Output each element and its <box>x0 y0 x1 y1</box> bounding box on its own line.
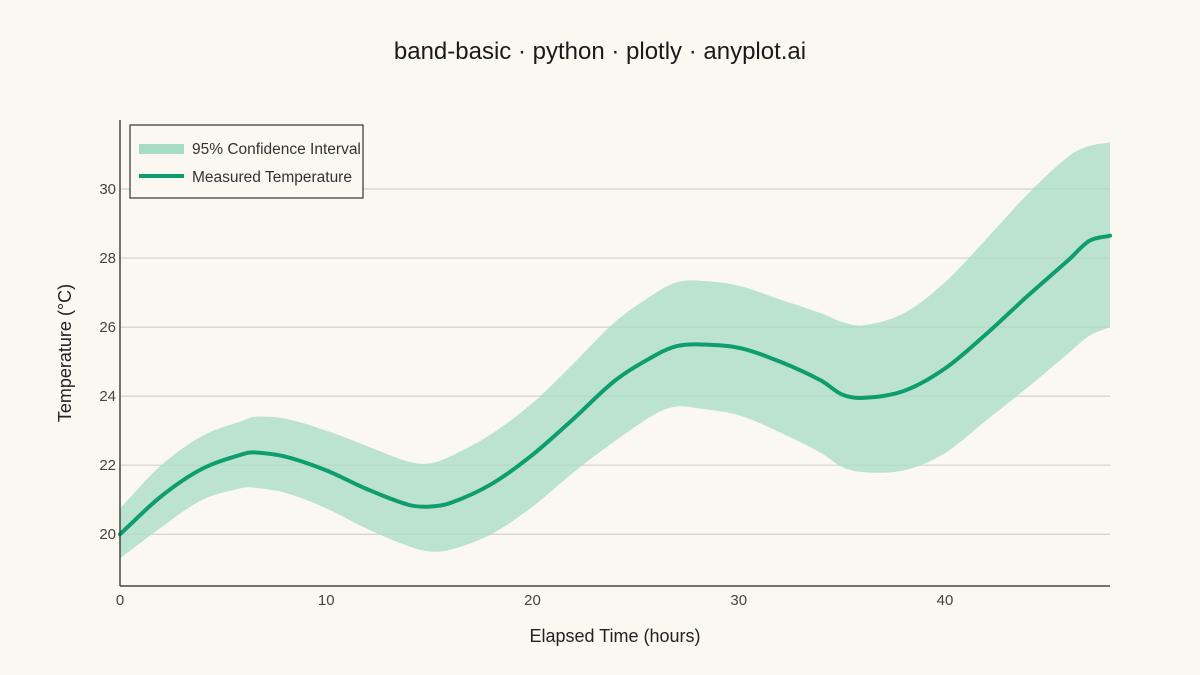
confidence-band-layer <box>120 142 1110 559</box>
axes <box>119 120 1110 587</box>
legend-line-label: Measured Temperature <box>192 169 352 186</box>
temperature-line <box>118 233 1112 537</box>
y-tick-label: 24 <box>99 388 116 405</box>
y-tick-label: 28 <box>99 250 116 267</box>
x-tick-label: 10 <box>318 592 335 609</box>
x-tick-label: 0 <box>116 592 124 609</box>
temperature-line-layer <box>118 233 1112 537</box>
y-axis-title: Temperature (°C) <box>55 284 75 422</box>
y-tick-label: 26 <box>99 319 116 336</box>
x-axis-title: Elapsed Time (hours) <box>529 626 700 646</box>
y-tick-label: 20 <box>99 526 116 543</box>
x-tick-label: 20 <box>524 592 541 609</box>
x-tick-label: 40 <box>937 592 954 609</box>
legend-band-swatch <box>139 144 184 154</box>
y-tick-label: 22 <box>99 457 116 474</box>
chart-title: band-basic · python · plotly · anyplot.a… <box>394 38 806 65</box>
tick-labels: 0 10 20 30 40 20 22 24 26 28 30 <box>99 181 953 609</box>
x-tick-label: 30 <box>730 592 747 609</box>
legend: 95% Confidence Interval Measured Tempera… <box>129 124 364 199</box>
y-tick-label: 30 <box>99 181 116 198</box>
confidence-band <box>120 142 1110 559</box>
legend-box <box>129 124 364 199</box>
legend-band-label: 95% Confidence Interval <box>192 141 361 158</box>
